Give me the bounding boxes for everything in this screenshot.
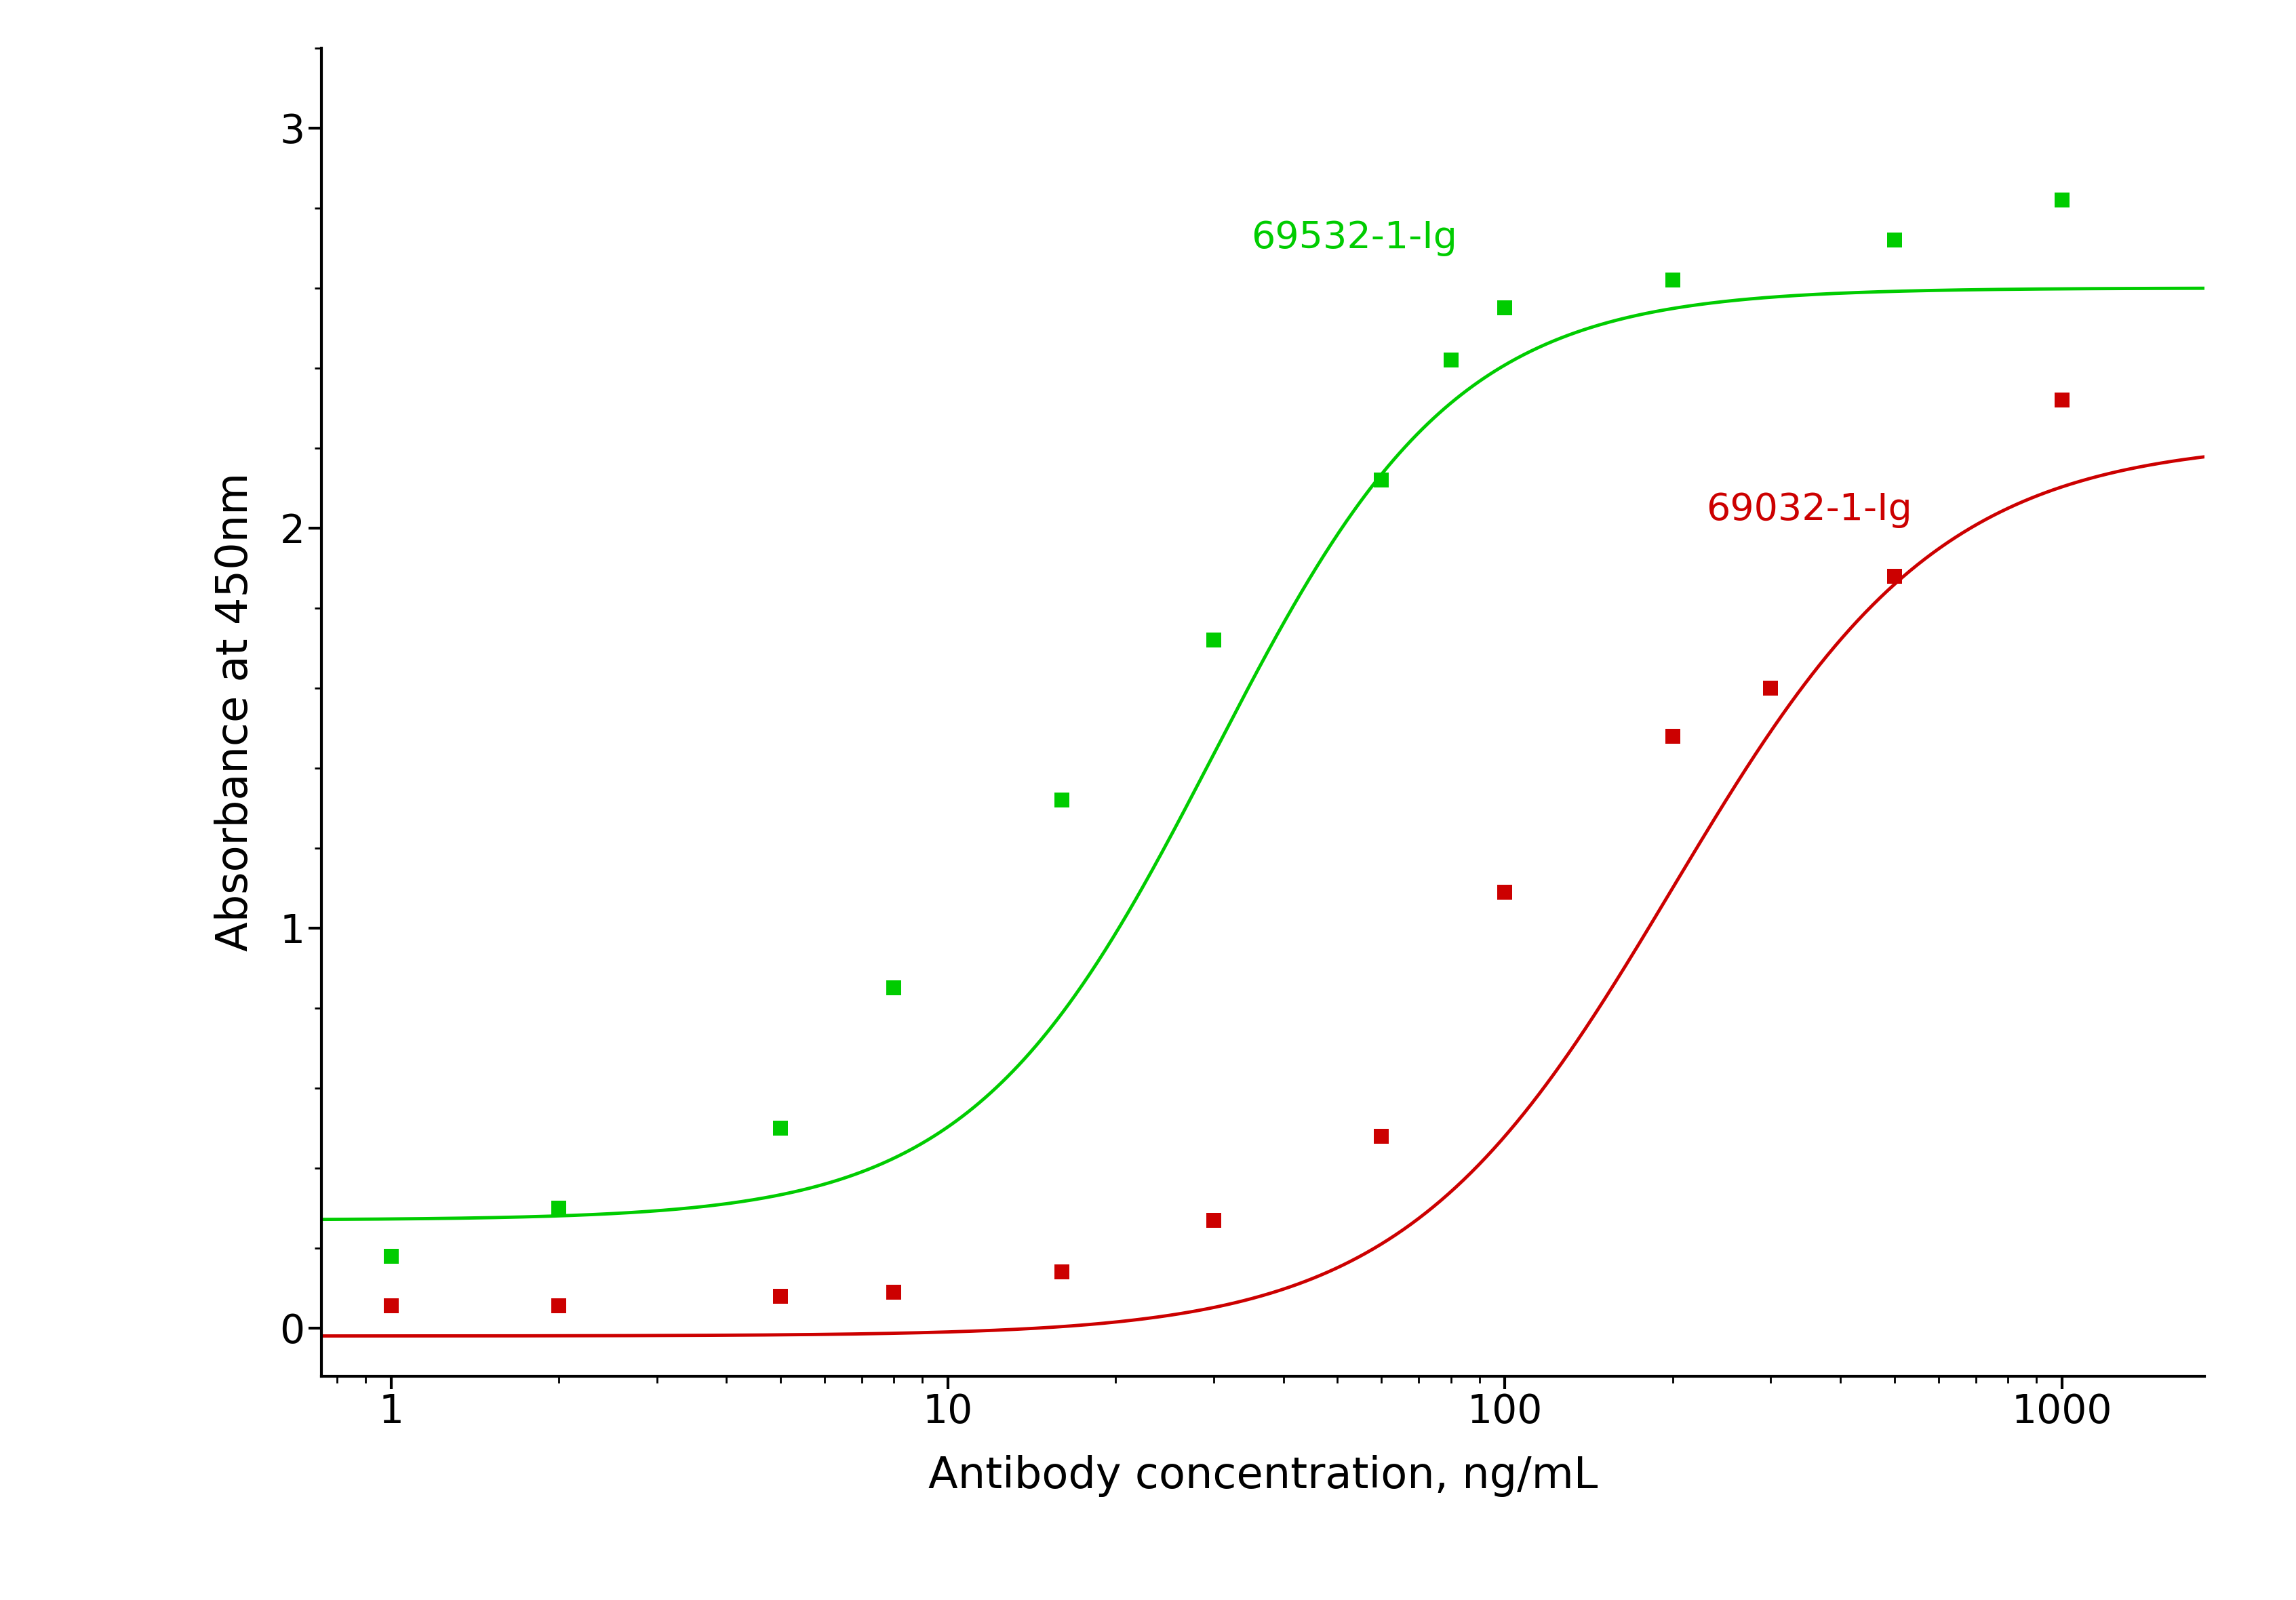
Point bbox=[1364, 467, 1401, 493]
Point bbox=[2043, 387, 2080, 413]
Point bbox=[1876, 563, 1913, 589]
Point bbox=[2043, 187, 2080, 213]
Text: 69532-1-Ig: 69532-1-Ig bbox=[1251, 219, 1458, 256]
Point bbox=[875, 1280, 912, 1306]
Point bbox=[1486, 296, 1522, 322]
Point bbox=[1876, 227, 1913, 253]
Point bbox=[1655, 723, 1692, 749]
Point bbox=[540, 1195, 576, 1221]
Point bbox=[1486, 880, 1522, 906]
Point bbox=[1196, 627, 1233, 653]
Point bbox=[372, 1293, 409, 1318]
Point bbox=[1655, 267, 1692, 293]
Point bbox=[1042, 1259, 1079, 1285]
Point bbox=[1433, 347, 1469, 373]
Y-axis label: Absorbance at 450nm: Absorbance at 450nm bbox=[214, 472, 257, 952]
Point bbox=[1042, 787, 1079, 813]
Point bbox=[762, 1283, 799, 1309]
Point bbox=[372, 1243, 409, 1269]
Text: 69032-1-Ig: 69032-1-Ig bbox=[1706, 491, 1913, 528]
Point bbox=[1196, 1206, 1233, 1232]
Point bbox=[540, 1293, 576, 1318]
Point bbox=[1752, 675, 1789, 701]
X-axis label: Antibody concentration, ng/mL: Antibody concentration, ng/mL bbox=[928, 1454, 1598, 1496]
Point bbox=[1364, 1123, 1401, 1149]
Point bbox=[875, 976, 912, 1002]
Point bbox=[762, 1115, 799, 1141]
